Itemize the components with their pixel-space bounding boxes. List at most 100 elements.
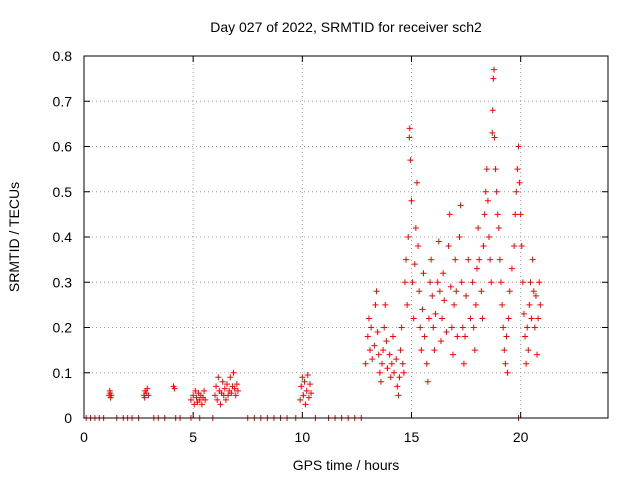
- data-point: [297, 396, 304, 403]
- data-point: [465, 256, 472, 263]
- data-point: [445, 243, 452, 250]
- data-point: [391, 369, 398, 376]
- data-point: [439, 315, 446, 322]
- plot-frame: [83, 55, 609, 419]
- data-point: [423, 360, 430, 367]
- data-point: [372, 301, 379, 308]
- axis-ticks: 0 5 10 15 20 0 0.1 0.2 0.3 0.4 0.5 0.6 0.7 0.8: [53, 48, 608, 445]
- data-point: [191, 401, 198, 408]
- data-point: [395, 392, 402, 399]
- data-point: [494, 211, 501, 218]
- data-point: [420, 270, 427, 277]
- data-point: [222, 396, 229, 403]
- data-point: [460, 360, 467, 367]
- data-point: [215, 374, 222, 381]
- data-point: [490, 75, 497, 82]
- y-axis-label: SRMTID / TECUs: [6, 182, 22, 292]
- data-point: [383, 338, 390, 345]
- data-point: [198, 401, 205, 408]
- data-point: [405, 234, 412, 240]
- data-point: [447, 283, 454, 290]
- data-point: [393, 356, 400, 363]
- data-point: [304, 372, 311, 379]
- data-point: [365, 315, 372, 322]
- data-point: [480, 243, 487, 250]
- data-point: [421, 333, 428, 340]
- data-point: [431, 347, 438, 354]
- data-point: [489, 129, 496, 136]
- data-point: [369, 356, 376, 363]
- data-point: [214, 396, 221, 403]
- data-point: [472, 301, 479, 308]
- data-point: [141, 394, 148, 401]
- y-tick-label: 0.2: [53, 320, 73, 336]
- data-point: [479, 315, 486, 322]
- data-point: [221, 385, 228, 392]
- data-point: [528, 315, 535, 322]
- data-point: [416, 288, 423, 295]
- data-point: [454, 333, 461, 340]
- data-point: [437, 338, 444, 345]
- data-point: [484, 197, 491, 204]
- data-point: [219, 378, 226, 385]
- x-tick-label: 0: [80, 429, 88, 445]
- data-point: [213, 383, 220, 390]
- data-point: [476, 256, 483, 263]
- data-point: [417, 324, 424, 331]
- data-point: [430, 324, 437, 331]
- data-point: [192, 387, 199, 394]
- data-point: [516, 179, 523, 186]
- data-point: [145, 392, 152, 399]
- data-point: [505, 315, 512, 322]
- data-point: [107, 394, 114, 401]
- data-point: [486, 234, 493, 240]
- data-point: [300, 392, 307, 399]
- data-point: [384, 365, 391, 372]
- data-point: [504, 369, 511, 376]
- data-point: [512, 211, 519, 218]
- data-point: [187, 396, 194, 403]
- data-point: [232, 392, 239, 399]
- data-point: [470, 324, 477, 331]
- data-point: [536, 279, 543, 286]
- data-point: [397, 347, 404, 354]
- data-point: [418, 347, 425, 354]
- data-point: [306, 381, 313, 388]
- data-point: [463, 292, 470, 299]
- data-point: [534, 351, 541, 358]
- data-point: [212, 392, 218, 399]
- y-tick-label: 0.6: [53, 139, 73, 155]
- data-point: [522, 333, 529, 340]
- data-point: [443, 329, 450, 336]
- data-point: [501, 347, 508, 354]
- y-tick-label: 0: [64, 410, 72, 426]
- data-point: [419, 306, 426, 313]
- x-tick-label: 15: [404, 429, 420, 445]
- data-point: [374, 329, 381, 336]
- data-point: [144, 385, 151, 392]
- data-point: [400, 369, 407, 376]
- data-point: [233, 381, 240, 388]
- data-point: [398, 324, 405, 331]
- x-tick-label: 10: [295, 429, 311, 445]
- data-point: [474, 265, 480, 272]
- data-point: [515, 143, 522, 150]
- data-point: [387, 374, 394, 381]
- data-point: [525, 347, 532, 354]
- data-point: [451, 301, 458, 308]
- data-point: [519, 279, 526, 286]
- data-point: [201, 387, 208, 394]
- data-point: [448, 324, 455, 331]
- data-point: [483, 166, 490, 173]
- data-point: [171, 385, 178, 392]
- data-point: [514, 166, 521, 173]
- data-point: [301, 378, 308, 385]
- data-point: [503, 333, 510, 340]
- data-point: [406, 134, 413, 141]
- data-point: [461, 333, 468, 340]
- data-point: [371, 342, 378, 349]
- data-point: [410, 315, 417, 322]
- data-point: [299, 374, 306, 381]
- data-point: [518, 243, 525, 250]
- data-point: [449, 351, 456, 358]
